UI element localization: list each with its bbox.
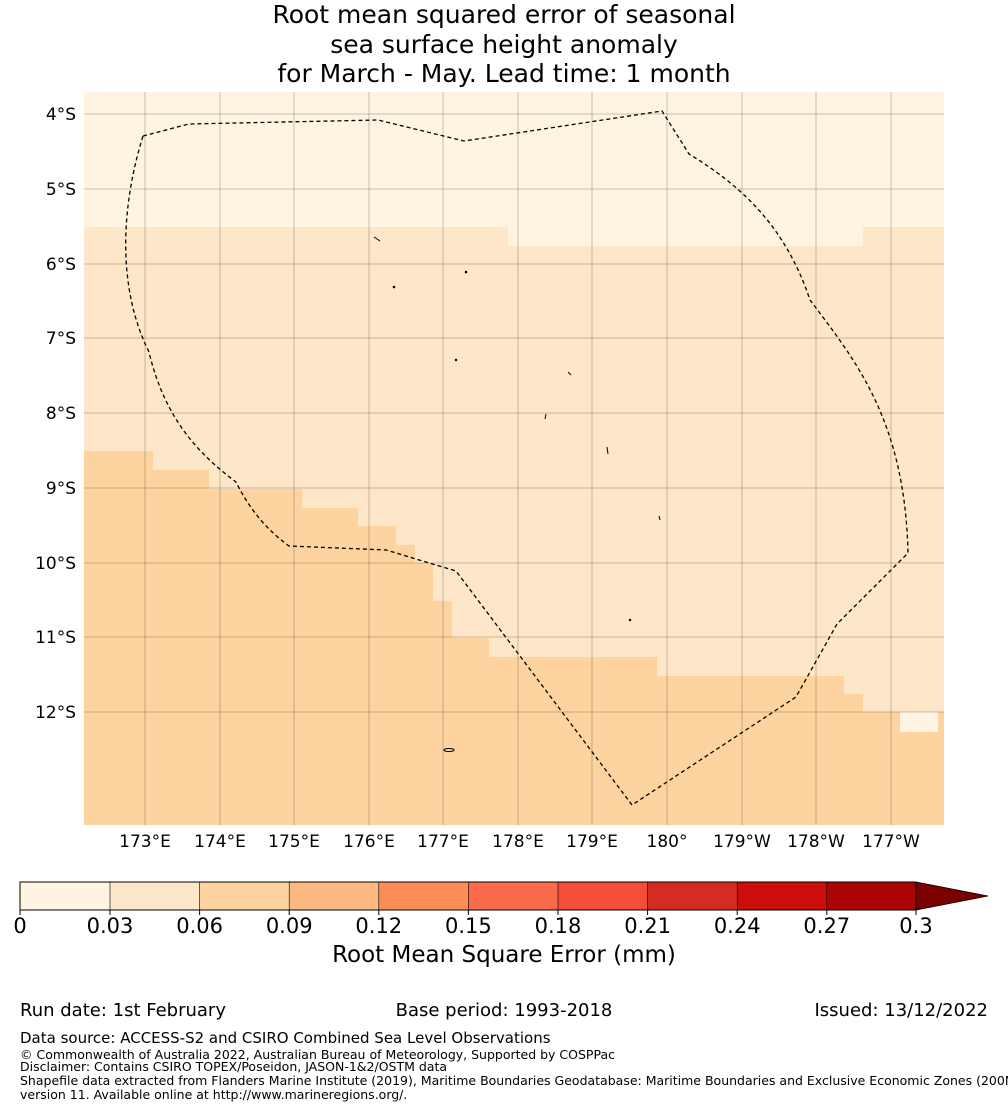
title-line-2: sea surface height anomaly: [330, 29, 678, 59]
colorbar-segment: [378, 882, 469, 910]
lon-axis: 173°E 174°E 175°E 176°E 177°E 178°E 179°…: [119, 832, 920, 852]
colorbar-tick-label: 0.27: [803, 914, 850, 938]
title-line-1: Root mean squared error of seasonal: [272, 0, 736, 29]
lon-tick-label: 178°E: [492, 832, 544, 852]
colorbar-tick-label: 0.21: [624, 914, 671, 938]
map-title: Root mean squared error of seasonal sea …: [0, 0, 1008, 89]
lon-tick-label: 178°W: [787, 832, 845, 852]
base-period: Base period: 1993-2018: [395, 1000, 613, 1021]
lon-tick-label: 179°E: [566, 832, 618, 852]
colorbar-tick-label: 0.24: [714, 914, 761, 938]
issued-date: Issued: 13/12/2022: [814, 1000, 988, 1021]
rmse-band-006-009: [84, 451, 944, 825]
island: [454, 358, 458, 362]
lat-tick-label: 11°S: [35, 628, 76, 648]
colorbar-segment: [558, 882, 648, 910]
colorbar: 0 0.03 0.06 0.09 0.12 0.15 0.18 0.21 0.2…: [13, 881, 989, 938]
lat-tick-label: 10°S: [35, 554, 76, 574]
lon-tick-label: 174°E: [194, 832, 246, 852]
lon-tick-label: 177°E: [417, 832, 469, 852]
lon-tick-label: 180°: [647, 832, 688, 852]
lat-tick-label: 12°S: [35, 703, 76, 723]
island: [567, 371, 572, 376]
lat-axis: 4°S 5°S 6°S 7°S 8°S 9°S 10°S 11°S 12°S: [35, 105, 76, 723]
lat-tick-label: 8°S: [46, 404, 76, 424]
lon-tick-label: 179°W: [713, 832, 771, 852]
colorbar-segment: [110, 882, 200, 910]
island: [443, 748, 455, 752]
island: [658, 515, 661, 521]
islands: [373, 236, 661, 752]
run-date: Run date: 1st February: [20, 1000, 226, 1021]
map-gridlines: [84, 92, 944, 825]
colorbar-segment: [826, 882, 916, 910]
colorbar-segment: [468, 882, 558, 910]
lat-tick-label: 7°S: [46, 329, 76, 349]
colorbar-label: Root Mean Square Error (mm): [332, 942, 676, 968]
lon-tick-label: 176°E: [343, 832, 395, 852]
colorbar-tick-label: 0: [13, 914, 26, 938]
colorbar-tick-label: 0.18: [535, 914, 582, 938]
shapefile-credit-line-1: Shapefile data extracted from Flanders M…: [20, 1073, 1008, 1088]
colorbar-segment: [647, 882, 738, 910]
lat-tick-label: 4°S: [46, 105, 76, 125]
colorbar-tick-label: 0.09: [266, 914, 313, 938]
colorbar-segment: [737, 882, 827, 910]
data-source: Data source: ACCESS-S2 and CSIRO Combine…: [20, 1029, 551, 1047]
lat-tick-label: 5°S: [46, 180, 76, 200]
colorbar-tick-label: 0.03: [87, 914, 134, 938]
lat-tick-label: 9°S: [46, 479, 76, 499]
colorbar-segment: [289, 882, 379, 910]
island: [544, 413, 547, 420]
colorbar-tick-label: 0.15: [445, 914, 492, 938]
lon-tick-label: 177°W: [862, 832, 920, 852]
colorbar-tick-label: 0.12: [355, 914, 402, 938]
colorbar-segment: [199, 882, 290, 910]
disclaimer: Disclaimer: Contains CSIRO TOPEX/Poseido…: [20, 1059, 448, 1074]
island: [628, 618, 632, 622]
colorbar-tick-label: 0.06: [176, 914, 223, 938]
colorbar-extend-arrow: [915, 881, 989, 911]
title-line-3: for March - May. Lead time: 1 month: [277, 59, 731, 88]
lon-tick-label: 175°E: [268, 832, 320, 852]
island: [373, 236, 381, 242]
island: [606, 446, 609, 455]
colorbar-segment: [20, 882, 110, 910]
colorbar-tick-label: 0.3: [899, 914, 932, 938]
eez-boundary: [125, 110, 909, 806]
copyright-notice: © Commonwealth of Australia 2022, Austra…: [20, 1047, 615, 1062]
island: [392, 285, 396, 289]
lon-tick-label: 173°E: [119, 832, 171, 852]
island: [464, 270, 468, 274]
shapefile-credit-line-2: version 11. Available online at http://w…: [20, 1087, 408, 1102]
lat-tick-label: 6°S: [46, 255, 76, 275]
